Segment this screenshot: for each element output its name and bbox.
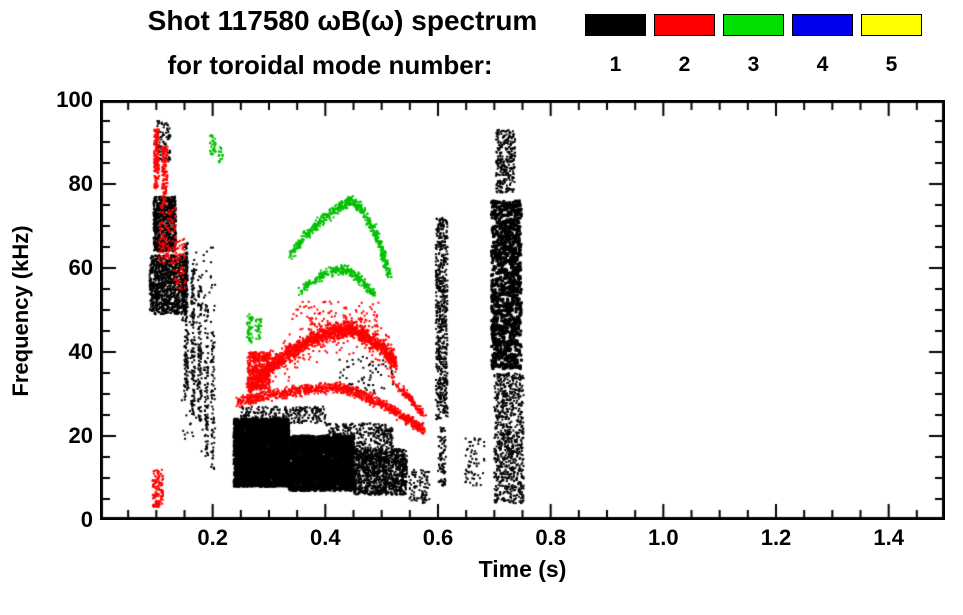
y-tick-label-80: 80 [68, 171, 93, 196]
legend-swatch-mode-3 [723, 14, 784, 36]
spectrogram-canvas [100, 100, 945, 520]
x-axis-title: Time (s) [478, 556, 567, 582]
legend-label-mode-2: 2 [678, 53, 691, 76]
plot-area [100, 100, 945, 520]
y-tick-label-100: 100 [56, 87, 93, 112]
chart-subtitle: for toroidal mode number: [167, 50, 493, 80]
y-tick-label-60: 60 [68, 255, 93, 280]
legend-swatch-mode-5 [861, 14, 922, 36]
legend-label-mode-5: 5 [885, 53, 898, 76]
legend-label-mode-3: 3 [747, 53, 760, 76]
x-tick-label-1.4: 1.4 [873, 525, 904, 550]
legend-swatch-mode-4 [792, 14, 853, 36]
x-tick-label-0.6: 0.6 [422, 525, 454, 550]
y-tick-label-40: 40 [68, 339, 93, 364]
legend-label-mode-1: 1 [609, 53, 622, 76]
x-tick-label-1.2: 1.2 [760, 525, 792, 550]
y-axis-title: Frequency (kHz) [8, 225, 33, 397]
x-tick-label-0.8: 0.8 [535, 525, 566, 550]
y-tick-label-20: 20 [68, 423, 93, 448]
x-tick-label-1.0: 1.0 [648, 525, 679, 550]
x-tick-label-0.4: 0.4 [310, 525, 341, 550]
legend-swatch-mode-1 [585, 14, 646, 36]
legend-label-mode-4: 4 [816, 53, 829, 76]
x-tick-label-0.2: 0.2 [197, 525, 228, 550]
legend-swatch-mode-2 [654, 14, 715, 36]
y-tick-label-0: 0 [80, 507, 93, 532]
chart-title: Shot 117580 ωB(ω) spectrum [147, 5, 538, 36]
